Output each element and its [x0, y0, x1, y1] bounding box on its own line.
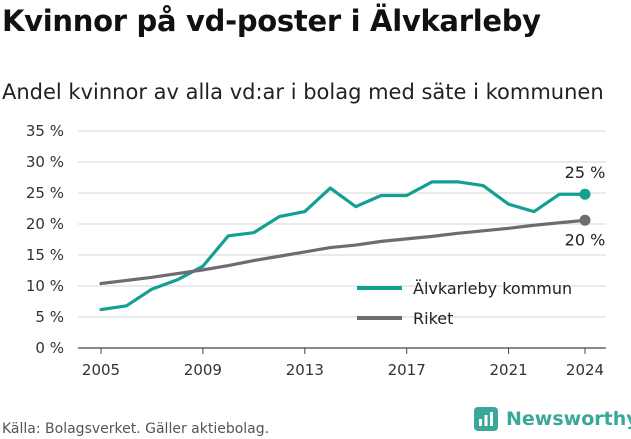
end-label-riket: 20 % — [565, 230, 606, 249]
legend-label-riket: Riket — [413, 309, 453, 328]
series-line-riket — [99, 218, 587, 286]
end-label-alvkarleby: 25 % — [565, 163, 606, 182]
y-tick-label: 35 % — [26, 122, 64, 140]
newsworthy-icon — [474, 407, 498, 431]
x-tick-label: 2013 — [286, 361, 324, 379]
axes: 0 % 5 % 10 % 15 % 20 % 25 % 30 % 35 % 2005 2009 20… — [26, 122, 604, 379]
gridlines — [78, 130, 606, 349]
source-note: Källa: Bolagsverket. Gäller aktiebolag. — [2, 421, 270, 437]
y-tick-label: 20 % — [26, 215, 64, 233]
y-tick-label: 10 % — [26, 277, 64, 295]
x-tick-label: 2024 — [566, 361, 604, 379]
series-layer: 25 % 20 % — [99, 163, 606, 312]
y-tick-label: 30 % — [26, 153, 64, 171]
x-tick-label: 2005 — [82, 361, 120, 379]
x-tick-label: 2021 — [489, 361, 527, 379]
end-point-alvkarleby — [579, 188, 591, 200]
y-tick-label: 5 % — [35, 308, 64, 326]
brand-logo[interactable]: Newsworthy — [474, 407, 631, 431]
series-line-alvkarleby — [99, 180, 587, 312]
x-tick-label: 2017 — [388, 361, 426, 379]
x-tick-label: 2009 — [184, 361, 222, 379]
chart-subtitle: Andel kvinnor av alla vd:ar i bolag med … — [2, 80, 604, 104]
legend-label-alvkarleby: Älvkarleby kommun — [413, 279, 572, 298]
chart-title: Kvinnor på vd-poster i Älvkarleby — [2, 4, 541, 38]
legend: Älvkarleby kommun Riket — [357, 279, 572, 328]
y-tick-label: 15 % — [26, 246, 64, 264]
end-point-riket — [579, 214, 591, 226]
brand-name: Newsworthy — [506, 408, 631, 430]
y-tick-label: 25 % — [26, 184, 64, 202]
y-tick-label: 0 % — [35, 339, 64, 357]
